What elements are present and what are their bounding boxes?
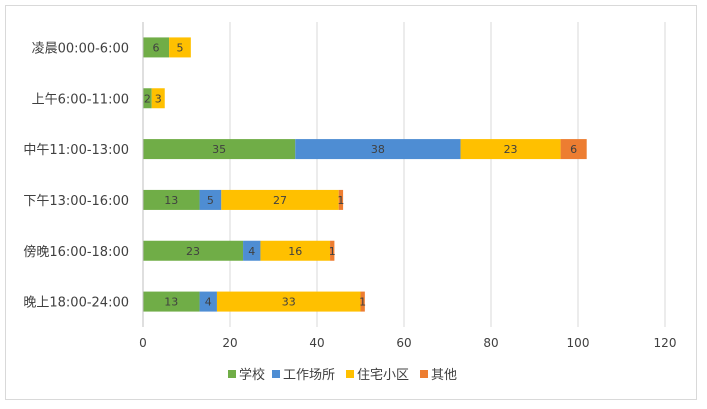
y-category-label: 中午11:00-13:00 <box>23 143 129 158</box>
bar-segment <box>338 189 344 210</box>
x-tick-label: 20 <box>222 336 237 350</box>
data-label: 4 <box>205 296 212 309</box>
bar-segment <box>221 189 339 210</box>
legend-label: 学校 <box>239 367 265 383</box>
y-category-label: 下午13:00-16:00 <box>23 194 129 209</box>
legend-swatch <box>272 370 280 378</box>
bar-segment <box>151 88 165 109</box>
legend-label: 工作场所 <box>283 368 335 383</box>
bar-segment <box>295 139 461 160</box>
bar-segment <box>199 189 222 210</box>
data-label: 5 <box>176 41 183 54</box>
bar-segment <box>260 240 331 261</box>
data-label: 1 <box>359 296 366 309</box>
bar-segment <box>199 291 217 312</box>
data-label: 1 <box>329 245 336 258</box>
bar-segment <box>143 189 200 210</box>
x-tick-label: 40 <box>309 336 324 350</box>
x-tick-label: 100 <box>567 336 590 350</box>
data-label: 38 <box>371 143 385 156</box>
bar-segment <box>243 240 261 261</box>
data-label: 23 <box>504 143 518 156</box>
bar-segment <box>460 139 561 160</box>
bar-segment <box>169 37 191 58</box>
data-label: 13 <box>164 296 178 309</box>
data-label: 23 <box>186 245 200 258</box>
legend-label: 其他 <box>431 368 457 383</box>
data-label: 33 <box>282 296 296 309</box>
x-tick-label: 120 <box>654 336 677 350</box>
x-tick-label: 0 <box>139 336 147 350</box>
y-category-label: 凌晨00:00-6:00 <box>32 41 129 56</box>
bar-segment <box>360 291 365 312</box>
data-label: 3 <box>155 92 162 105</box>
bar-segment <box>143 88 152 109</box>
bar-segment <box>143 37 170 58</box>
data-label: 16 <box>288 245 302 258</box>
x-tick-label: 80 <box>483 336 498 350</box>
data-label: 6 <box>570 143 577 156</box>
y-category-label: 晚上18:00-24:00 <box>23 296 129 311</box>
legend-swatch <box>420 370 428 378</box>
legend-swatch <box>346 370 354 378</box>
data-label: 5 <box>207 194 214 207</box>
data-label: 6 <box>153 41 160 54</box>
data-label: 2 <box>144 92 151 105</box>
chart-frame <box>5 5 697 400</box>
bar-segment <box>330 240 335 261</box>
bar-segment <box>143 139 296 160</box>
bar-segment <box>560 139 587 160</box>
bar-segment <box>216 291 361 312</box>
legend-label: 住宅小区 <box>357 368 409 383</box>
data-label: 1 <box>337 194 344 207</box>
bar-segment <box>143 240 244 261</box>
bar-segment <box>143 291 200 312</box>
data-label: 35 <box>212 143 226 156</box>
x-tick-label: 60 <box>396 336 411 350</box>
data-label: 13 <box>164 194 178 207</box>
y-category-label: 傍晚16:00-18:00 <box>23 244 129 260</box>
y-category-label: 上午6:00-11:00 <box>32 92 129 107</box>
data-label: 4 <box>248 245 255 258</box>
data-label: 27 <box>273 194 287 207</box>
legend-swatch <box>228 370 236 378</box>
